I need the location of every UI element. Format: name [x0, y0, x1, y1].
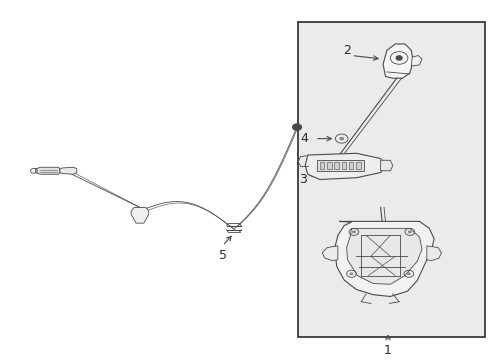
Bar — [348, 162, 353, 169]
Polygon shape — [426, 246, 441, 261]
Circle shape — [292, 124, 301, 130]
Circle shape — [395, 56, 401, 60]
Circle shape — [349, 273, 353, 275]
FancyBboxPatch shape — [297, 22, 484, 337]
Bar — [326, 162, 331, 169]
Bar — [334, 162, 338, 169]
Polygon shape — [382, 44, 412, 78]
Text: 2: 2 — [342, 44, 350, 57]
Bar — [319, 162, 324, 169]
Polygon shape — [60, 167, 77, 174]
Text: 3: 3 — [298, 173, 306, 186]
Polygon shape — [131, 207, 148, 223]
Polygon shape — [346, 228, 421, 284]
Circle shape — [407, 230, 411, 233]
Text: 4: 4 — [300, 132, 308, 145]
Polygon shape — [410, 55, 421, 66]
Polygon shape — [380, 160, 392, 171]
Bar — [356, 162, 360, 169]
Polygon shape — [305, 153, 385, 180]
Polygon shape — [322, 246, 337, 261]
Text: 1: 1 — [383, 344, 391, 357]
Polygon shape — [334, 221, 433, 297]
Circle shape — [351, 230, 355, 233]
Bar — [317, 160, 363, 171]
Circle shape — [339, 137, 344, 140]
Text: 5: 5 — [218, 249, 226, 262]
Polygon shape — [35, 167, 60, 174]
Circle shape — [406, 273, 410, 275]
Bar — [341, 162, 346, 169]
